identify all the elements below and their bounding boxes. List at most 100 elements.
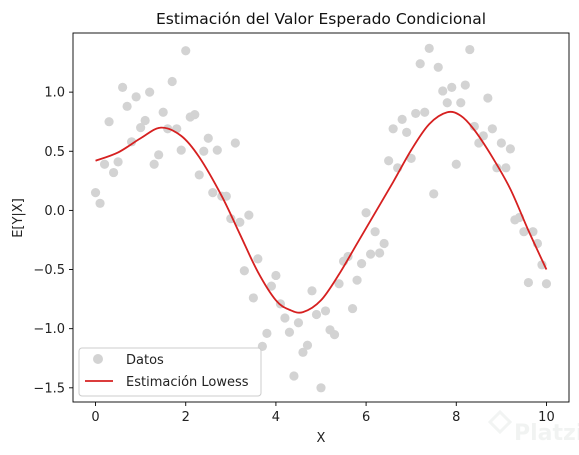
watermark-text: Platzi [514,421,579,446]
scatter-point [181,46,191,56]
scatter-point [266,281,276,291]
scatter-point [302,340,313,350]
scatter-point [402,127,412,137]
scatter-point [406,153,416,163]
scatter-point [118,82,128,92]
scatter-point [347,303,358,314]
scatter-point [411,108,421,119]
scatter-point [208,188,218,198]
x-tick-label: 2 [182,410,190,425]
scatter-point [244,210,254,220]
scatter-point [293,318,304,328]
scatter-point [316,383,326,393]
platzi-watermark: Platzi [487,409,579,446]
scatter-point [221,191,231,201]
scatter-point [379,238,389,249]
scatter-point [131,92,141,102]
scatter-point [456,98,466,108]
scatter-point [239,266,249,276]
scatter-point [469,121,479,132]
scatter-point [90,188,101,198]
scatter-point [356,259,367,269]
scatter-point [212,145,222,155]
scatter-point [366,249,376,259]
scatter-point [483,93,493,103]
x-tick-label: 8 [452,410,460,425]
scatter-point [262,328,272,338]
legend: Datos Estimación Lowess [78,347,262,397]
scatter-point [248,293,258,303]
x-tick-label: 10 [538,410,555,425]
scatter-point [149,159,159,169]
scatter-point [298,347,308,357]
scatter-point [194,170,204,180]
y-tick-label: 0.0 [44,204,65,219]
scatter-point [122,101,132,111]
x-tick-label: 6 [362,410,370,425]
scatter-point [541,279,552,289]
y-tick-label: 1.0 [44,86,65,101]
scatter-point [424,43,434,53]
scatter-point [501,163,511,173]
scatter-point [487,124,497,134]
legend-frame [78,347,262,397]
scatter-point [145,87,155,97]
legend-label-lowess: Estimación Lowess [126,375,249,390]
platzi-logo-icon [487,409,513,435]
scatter-point [370,227,380,237]
scatter-point [433,62,443,72]
scatter-point [199,146,209,156]
scatter-point [113,157,123,167]
lowess-line [95,110,548,314]
scatter-point [154,150,164,160]
scatter-point [167,76,177,87]
scatter-point [235,217,245,227]
y-tick-label: −0.5 [33,263,65,278]
scatter-point [523,277,534,288]
scatter-point [311,309,322,320]
scatter-point [95,198,105,208]
y-tick-label: −1.5 [33,381,65,396]
scatter-point [253,254,263,264]
scatter-point [104,117,114,127]
scatter-point [140,115,150,126]
scatter-point [289,371,299,381]
y-axis-label: E[Y|X] [11,198,26,238]
plot-area [90,43,552,393]
scatter-point [415,59,425,69]
legend-marker-datos [93,354,103,364]
scatter-point [320,306,331,316]
scatter-point [438,86,448,96]
scatter-point [284,327,295,337]
scatter-point [176,145,186,155]
legend-label-datos: Datos [126,353,164,368]
scatter-point [388,124,398,134]
scatter-point [397,114,407,124]
scatter-point [442,98,452,108]
scatter-point [361,208,371,218]
scatter-point [190,110,200,120]
scatter-point [108,167,119,178]
scatter-point [384,156,394,166]
scatter-point [451,159,461,169]
scatter-point [420,107,430,117]
x-tick-label: 0 [91,410,99,425]
scatter-point [334,279,344,289]
scatter-point [230,138,240,148]
scatter-point [505,144,515,154]
y-tick-label: −1.0 [33,322,65,337]
scatter-point [307,286,317,296]
scatter-point [496,138,506,148]
x-axis-label: X [317,431,326,446]
scatter-point [375,248,385,258]
x-tick-label: 4 [272,410,280,425]
scatter-point [465,44,475,55]
scatter-point [352,275,362,285]
scatter-point [158,107,168,117]
scatter-point [429,189,439,199]
axes: 0 2 4 6 8 10 −1.5 −1.0 −0.5 0.0 0.5 1.0 [33,32,570,425]
scatter-point [136,123,146,133]
scatter-point [203,133,213,143]
scatter-point [460,80,470,90]
